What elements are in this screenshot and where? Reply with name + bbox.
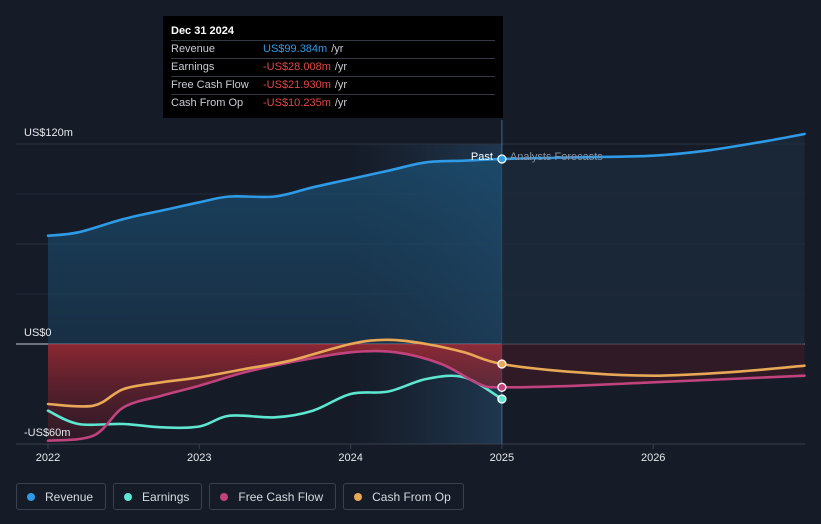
dot-icon: [354, 492, 363, 501]
dot-icon: [220, 492, 229, 501]
revenue-forecast-area: [501, 134, 805, 344]
tooltip-unit: /yr: [334, 61, 348, 73]
highlight-point-revenue: [497, 154, 507, 164]
legend-label: Cash From Op: [372, 489, 451, 504]
tooltip-unit: /yr: [334, 97, 348, 109]
dot-icon: [124, 492, 133, 501]
tooltip-row-revenue: Revenue US$99.384m /yr: [171, 40, 495, 58]
dot-icon: [27, 492, 35, 501]
x-tick-label: 2024: [338, 452, 362, 464]
highlight-point-free-cash-flow: [497, 382, 507, 392]
point-layer: [497, 154, 507, 404]
tooltip-value: US$99.384m: [263, 43, 328, 55]
tooltip-row-cash-from-op: Cash From Op -US$10.235m /yr: [171, 94, 495, 112]
x-tick-label: 2025: [490, 452, 514, 464]
tooltip-value: -US$21.930m: [263, 79, 331, 91]
series-line-free-cash-flow: [46, 349, 806, 442]
tooltip-unit: /yr: [334, 79, 348, 91]
tooltip-row-free-cash-flow: Free Cash Flow -US$21.930m /yr: [171, 76, 495, 94]
legend-item-cash-from-op[interactable]: Cash From Op: [343, 483, 464, 510]
series-line-cash-from-op: [46, 338, 806, 408]
tooltip-value: -US$10.235m: [263, 97, 331, 109]
tooltip-date: Dec 31 2024: [171, 25, 234, 37]
x-tick-label: 2026: [641, 452, 665, 464]
series-line-revenue: [46, 132, 806, 237]
highlight-point-cash-from-op: [497, 359, 507, 369]
tooltip-label: Free Cash Flow: [171, 79, 249, 91]
past-label: Past: [471, 151, 493, 163]
chart-legend: Revenue Earnings Free Cash Flow Cash Fro…: [16, 483, 464, 510]
y-tick-label: US$120m: [24, 127, 73, 139]
area-layer: [48, 134, 805, 441]
x-tick-label: 2023: [187, 452, 211, 464]
highlight-point-earnings: [497, 394, 507, 404]
line-layer: [46, 132, 806, 442]
negative-area: [48, 344, 502, 441]
x-tick-label: 2022: [36, 452, 60, 464]
tooltip-value: -US$28.008m: [263, 61, 331, 73]
y-tick-label: -US$60m: [24, 427, 70, 439]
tooltip-row-earnings: Earnings -US$28.008m /yr: [171, 58, 495, 76]
series-line-earnings: [46, 374, 504, 430]
legend-item-earnings[interactable]: Earnings: [113, 483, 203, 510]
legend-label: Free Cash Flow: [238, 489, 324, 504]
legend-label: Earnings: [142, 489, 190, 504]
tooltip-label: Earnings: [171, 61, 215, 73]
revenue-area: [48, 159, 502, 344]
text-layer: -US$60m US$0 US$120m 2022 2023 2024 2025 2026 Pa…: [24, 127, 665, 464]
negative-forecast-area: [501, 344, 805, 388]
y-tick-label: US$0: [24, 327, 52, 339]
forecast-label: Analysts Forecasts: [510, 151, 603, 163]
legend-label: Revenue: [45, 489, 94, 504]
legend-item-free-cash-flow[interactable]: Free Cash Flow: [209, 483, 337, 510]
tooltip-unit: /yr: [331, 43, 344, 55]
legend-item-revenue[interactable]: Revenue: [16, 483, 107, 510]
tooltip-label: Cash From Op: [171, 97, 244, 109]
tooltip-label: Revenue: [171, 43, 216, 55]
data-tooltip: Dec 31 2024 Revenue US$99.384m /yr Earni…: [163, 16, 503, 118]
